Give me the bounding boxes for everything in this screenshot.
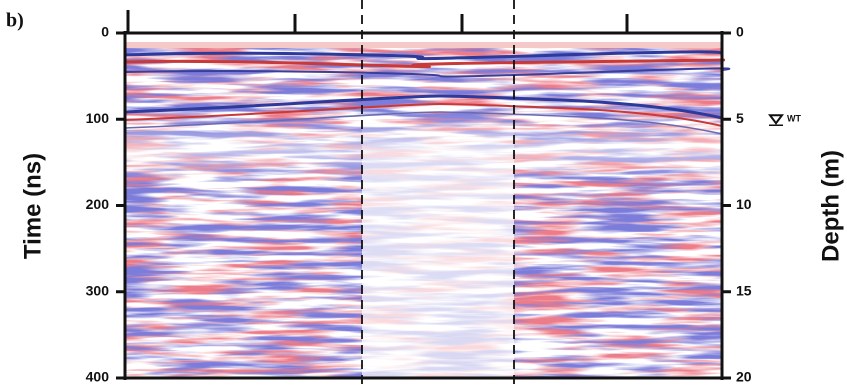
reflector	[124, 94, 723, 120]
panel-label: b)	[6, 10, 24, 32]
y-tick-label: 300	[86, 282, 110, 298]
y2-axis-title: Depth (m)	[817, 150, 844, 262]
y-tick-label: 200	[86, 196, 110, 212]
air-wave	[125, 42, 722, 48]
y2-tick-label: 15	[736, 282, 752, 298]
reflector	[124, 50, 724, 61]
reflector	[124, 67, 731, 78]
water-table-symbol	[768, 114, 784, 125]
y2-tick-label: 20	[736, 369, 752, 385]
y-axis-title: Time (ns)	[19, 153, 46, 259]
annotation: WT	[787, 114, 801, 124]
y2-tick-label: 0	[736, 24, 744, 40]
reflector	[124, 111, 723, 135]
radargram-center	[362, 110, 514, 378]
reflector	[124, 58, 726, 69]
y-tick-label: 100	[86, 110, 110, 126]
y2-tick-label: 5	[736, 110, 744, 126]
y-tick-label: 400	[86, 369, 110, 385]
reflector	[124, 102, 723, 127]
y-tick-label: 0	[101, 24, 109, 40]
y2-tick-label: 10	[736, 196, 752, 212]
